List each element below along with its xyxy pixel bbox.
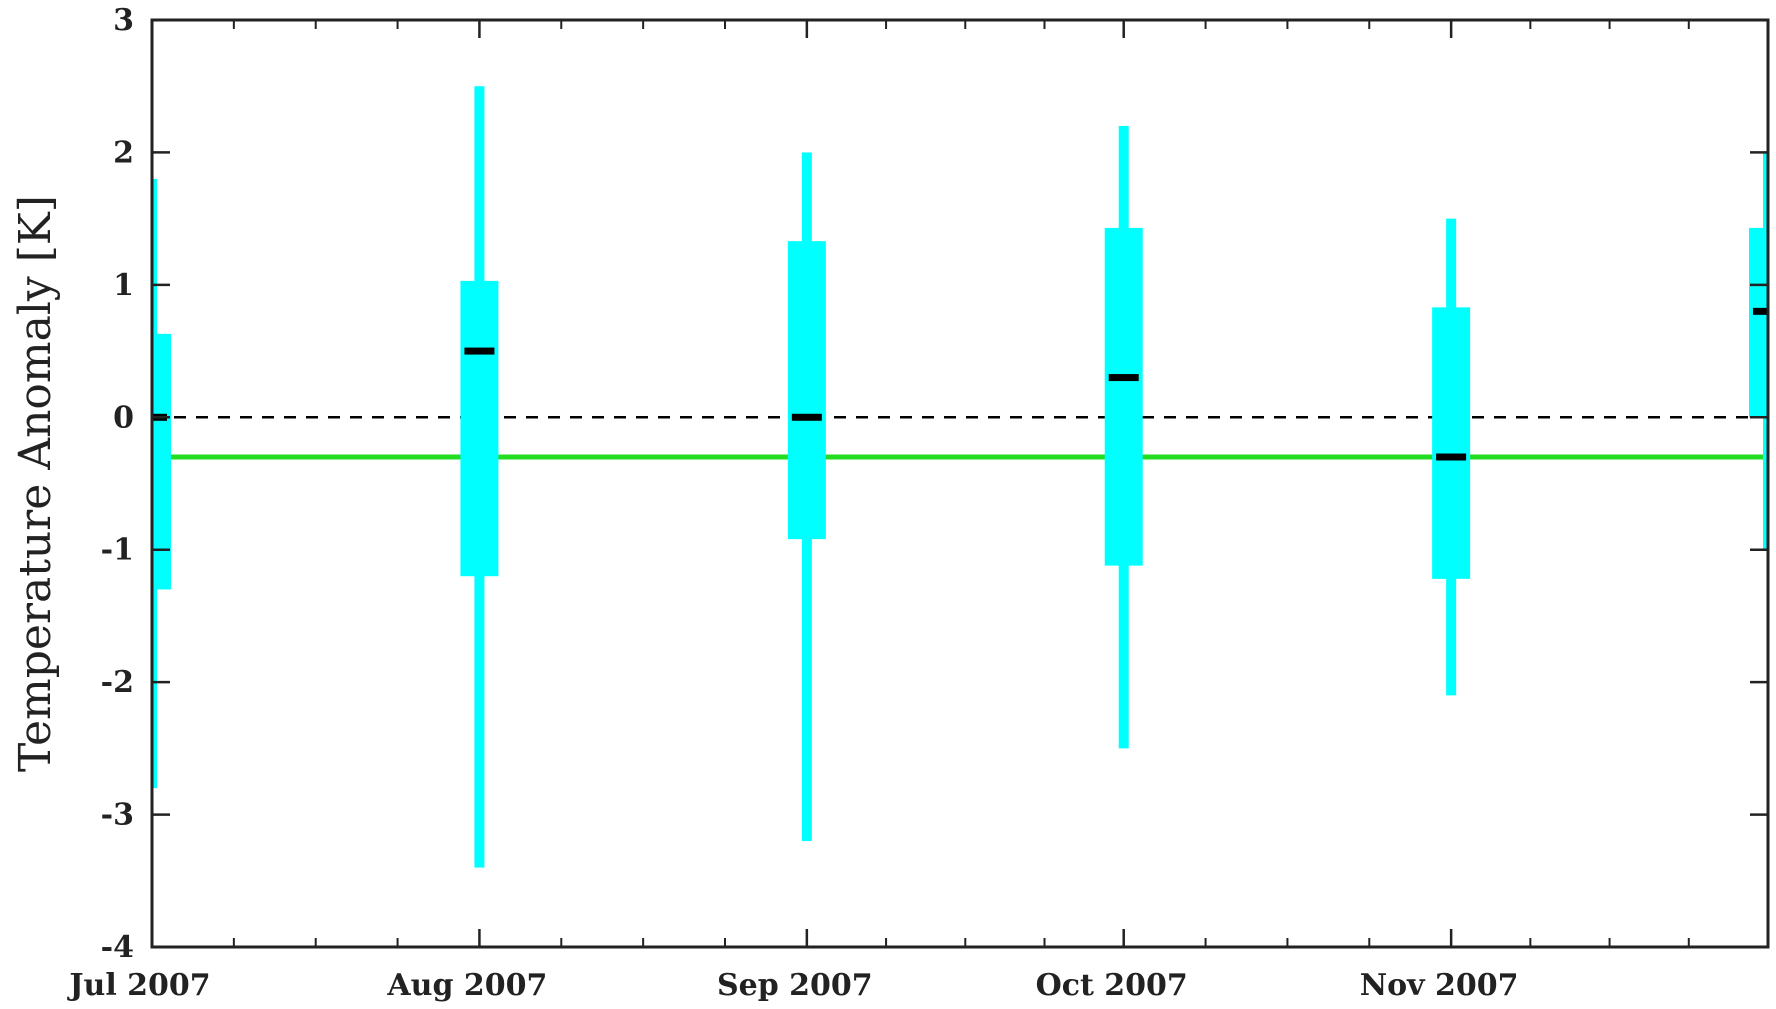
plot-area [152, 86, 1768, 868]
y-tick-label: 1 [113, 268, 134, 303]
box-2 [787, 241, 826, 540]
box-3 [1104, 227, 1143, 566]
median-2 [791, 413, 822, 421]
y-axis-title: Temperature Anomaly [K] [10, 195, 61, 772]
y-tick-label: -4 [101, 930, 134, 965]
x-tick-label: Sep 2007 [717, 968, 873, 1003]
box-4 [1432, 307, 1471, 579]
x-tick-label: Jul 2007 [66, 968, 210, 1003]
median-4 [1436, 453, 1467, 461]
y-tick-label: 2 [113, 135, 134, 170]
x-tick-label: Aug 2007 [386, 968, 547, 1003]
y-tick-label: 3 [113, 3, 134, 38]
box-5 [1749, 227, 1768, 418]
box-1 [460, 280, 499, 577]
y-tick-label: -3 [101, 798, 134, 833]
x-tick-label: Nov 2007 [1360, 968, 1519, 1003]
median-3 [1108, 374, 1139, 382]
plot-frame [150, 18, 1770, 949]
y-ticks: -4 -3 -2 -1 0 1 2 3 [101, 3, 1768, 965]
y-tick-label: -1 [101, 533, 134, 568]
box-0 [152, 333, 171, 590]
median-1 [464, 347, 495, 355]
x-tick-label: Oct 2007 [1036, 968, 1188, 1003]
plot-content [152, 86, 1768, 868]
x-ticks: Jul 2007 Aug 2007 Sep 2007 Oct 2007 Nov 2007 [66, 20, 1770, 1003]
median-5 [1753, 307, 1768, 315]
y-tick-label: -2 [101, 665, 134, 700]
y-tick-label: 0 [113, 400, 134, 435]
